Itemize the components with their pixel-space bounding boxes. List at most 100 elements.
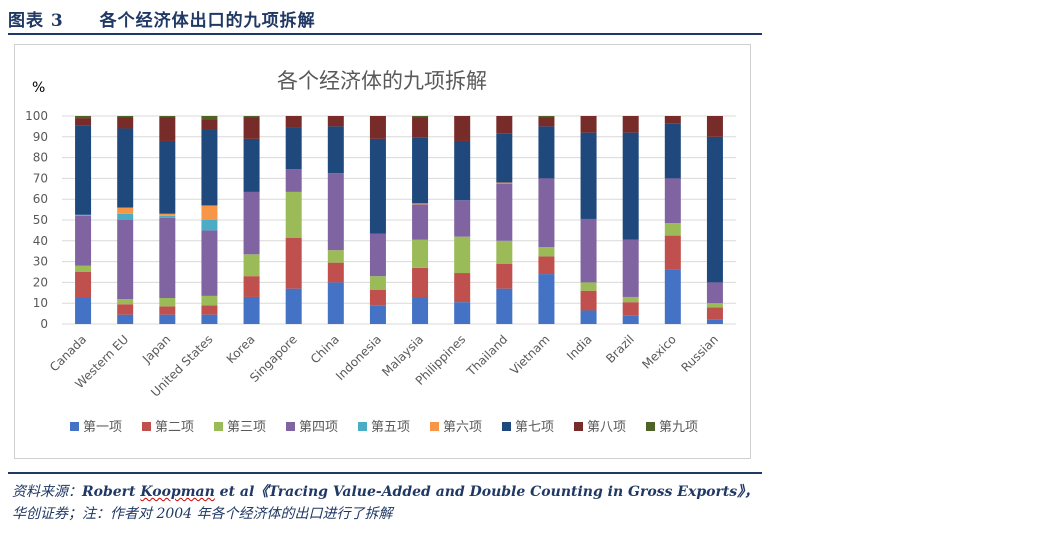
bar-segment <box>622 296 639 303</box>
bar-segment <box>454 302 471 324</box>
legend-label: 第五项 <box>371 420 410 435</box>
legend-swatch <box>574 422 583 431</box>
bar-segment <box>412 117 429 138</box>
bar-segment <box>285 116 302 128</box>
stacked-bar-chart: 各个经济体的九项拆解%0102030405060708090100CanadaW… <box>25 69 736 435</box>
bar-segment <box>664 178 681 224</box>
bar-segment <box>327 250 344 263</box>
bar-segment <box>622 132 639 240</box>
legend-swatch <box>502 422 511 431</box>
bar-segment <box>285 237 302 289</box>
x-tick-label: Vietnam <box>507 332 552 377</box>
bar-segment <box>706 303 723 308</box>
bar-segment <box>285 169 302 192</box>
legend-swatch <box>142 422 151 431</box>
bar-segment <box>159 116 176 118</box>
bar-segment <box>538 247 555 257</box>
bar-segment <box>538 178 555 248</box>
bar-segment <box>412 298 429 324</box>
bar-segment <box>75 272 92 298</box>
bar-segment <box>327 126 344 174</box>
bar-segment <box>454 236 471 274</box>
bar-segment <box>75 125 92 215</box>
bar-segment <box>664 269 681 324</box>
bar-segment <box>243 191 260 255</box>
bar-segment <box>454 273 471 303</box>
bar-segment <box>538 117 555 127</box>
x-tick-label: Brazil <box>603 332 637 366</box>
bar-segment <box>664 116 681 124</box>
legend-swatch <box>214 422 223 431</box>
bar-segment <box>538 126 555 179</box>
bar-segment <box>117 220 134 300</box>
bar-segment <box>159 140 176 214</box>
bar-segment <box>243 116 260 118</box>
bar-segment <box>496 182 513 184</box>
bar-segment <box>454 116 471 141</box>
bar-segment <box>580 290 597 311</box>
y-tick-label: 20 <box>33 275 48 289</box>
legend-swatch <box>70 422 79 431</box>
y-tick-label: 100 <box>25 109 48 123</box>
bar-segment <box>159 213 176 216</box>
x-tick-label: China <box>308 332 342 366</box>
bar-segment <box>496 116 513 134</box>
legend-label: 第二项 <box>155 420 194 435</box>
bar-segment <box>580 116 597 133</box>
bar-segment <box>412 267 429 298</box>
x-tick-label: Russian <box>678 332 721 375</box>
bar-segment <box>117 116 134 118</box>
bar-segment <box>664 235 681 270</box>
bar-segment <box>496 183 513 241</box>
bar-segment <box>580 218 597 283</box>
legend-label: 第六项 <box>443 420 482 435</box>
figure-caption: 各个经济体出口的九项拆解 <box>99 11 316 31</box>
figure-label: 图表 3 <box>8 11 64 31</box>
source-line-1: 资料来源：Robert Koopman et al《Tracing Value-… <box>12 481 758 503</box>
x-tick-label: Mexico <box>639 332 679 372</box>
source-work: 《Tracing Value-Added and Double Counting… <box>254 484 745 500</box>
y-tick-label: 10 <box>33 296 48 310</box>
bar-segment <box>327 262 344 283</box>
bar-segment <box>117 128 134 208</box>
bar-segment <box>201 116 218 120</box>
bar-segment <box>201 220 218 231</box>
bar-segment <box>201 205 218 220</box>
bar-segment <box>580 132 597 219</box>
source-author-a: Robert <box>82 484 141 500</box>
x-tick-label: India <box>564 332 595 363</box>
y-tick-label: 90 <box>33 130 48 144</box>
source-author-b: Koopman <box>140 484 215 500</box>
y-tick-label: 30 <box>33 255 48 269</box>
bar-segment <box>285 191 302 238</box>
legend-swatch <box>646 422 655 431</box>
bar-segment <box>580 310 597 324</box>
bar-segment <box>664 223 681 236</box>
bar-segment <box>327 282 344 324</box>
bar-segment <box>117 314 134 324</box>
source-line-2: 华创证券；注：作者对 2004 年各个经济体的出口进行了拆解 <box>12 506 393 522</box>
bar-segment <box>622 315 639 324</box>
bar-segment <box>159 117 176 141</box>
bar-segment <box>412 116 429 118</box>
bar-segment <box>159 215 176 218</box>
figure-title: 图表 3 各个经济体出口的九项拆解 <box>8 6 316 31</box>
source-note: 资料来源：Robert Koopman et al《Tracing Value-… <box>12 481 758 525</box>
legend-label: 第九项 <box>659 420 698 435</box>
bar-segment <box>496 240 513 264</box>
bar-segment <box>75 116 92 119</box>
bar-segment <box>159 314 176 324</box>
chart-title: 各个经济体的九项拆解 <box>277 69 487 93</box>
bar-segment <box>201 314 218 324</box>
bar-segment <box>496 263 513 289</box>
bar-segment <box>117 207 134 214</box>
y-tick-label: 70 <box>33 171 48 185</box>
source-author-c: et al <box>214 484 255 500</box>
bar-segment <box>75 118 92 126</box>
bar-segment <box>285 288 302 324</box>
bar-segment <box>369 233 386 277</box>
bar-segment <box>243 254 260 277</box>
x-tick-label: Indonesia <box>333 332 384 383</box>
bar-segment <box>327 116 344 127</box>
bar-segment <box>622 116 639 133</box>
